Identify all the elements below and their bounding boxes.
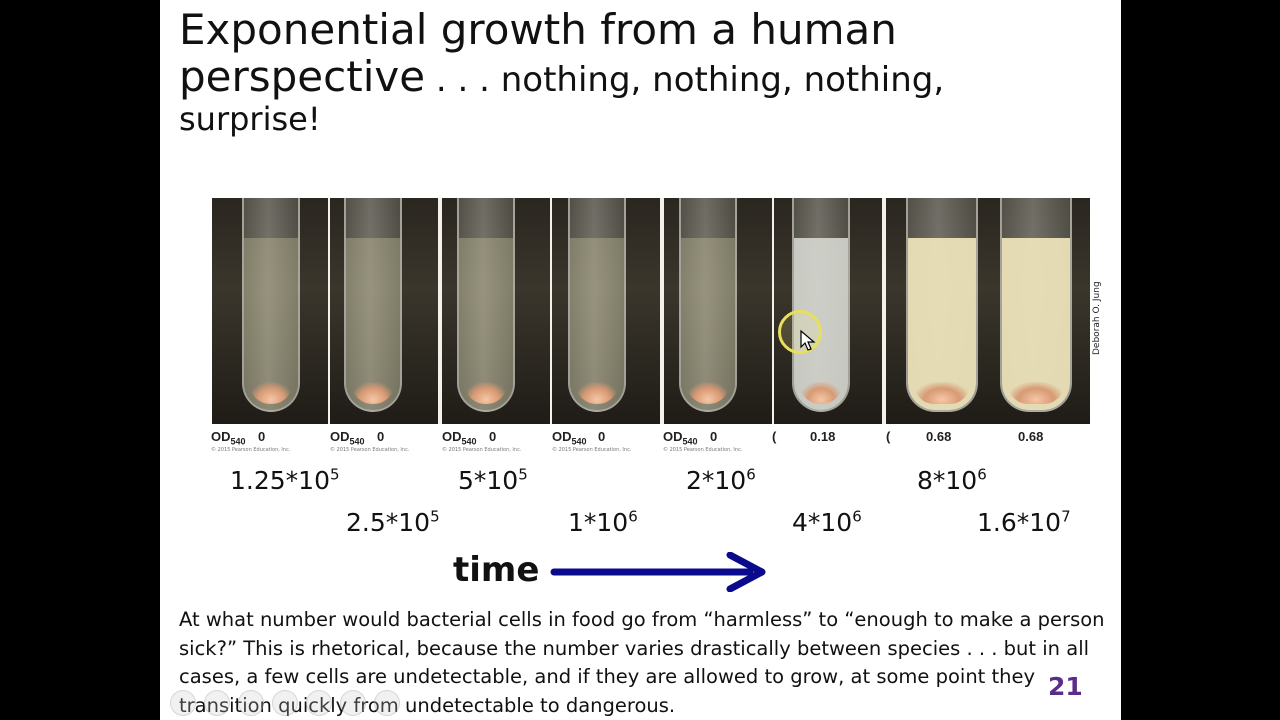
od-prefix: OD bbox=[663, 429, 683, 444]
title-line1: Exponential growth from a human bbox=[179, 5, 897, 54]
test-tube bbox=[906, 198, 978, 412]
presentation-controls[interactable] bbox=[170, 690, 400, 716]
next-slide-icon[interactable] bbox=[204, 690, 230, 716]
count-base: 1.6*10 bbox=[977, 508, 1062, 537]
cell-count: 2*106 bbox=[686, 466, 756, 495]
od-value: 0 bbox=[598, 429, 606, 444]
count-base: 1*10 bbox=[568, 508, 629, 537]
photo-credit: Deborah O. Jung bbox=[1092, 281, 1102, 355]
slide-title: Exponential growth from a human perspect… bbox=[179, 6, 1109, 138]
od-value: 0.68 bbox=[1018, 429, 1044, 444]
cell-count: 8*106 bbox=[917, 466, 987, 495]
count-base: 1.25*10 bbox=[230, 466, 330, 495]
count-exponent: 6 bbox=[977, 465, 987, 484]
od-label: OD540 bbox=[552, 429, 587, 447]
cell-count: 5*105 bbox=[458, 466, 528, 495]
zoom-icon[interactable] bbox=[306, 690, 332, 716]
od-label: ( bbox=[772, 429, 776, 447]
count-exponent: 6 bbox=[628, 507, 638, 526]
od-label: ( bbox=[886, 429, 890, 447]
od-label: OD540 bbox=[663, 429, 698, 447]
test-tubes-photo bbox=[212, 198, 1090, 424]
od-subscript: 540 bbox=[349, 436, 365, 447]
od-value: 0.18 bbox=[810, 429, 836, 444]
test-tube bbox=[457, 198, 515, 412]
cell-count: 1.6*107 bbox=[977, 508, 1071, 537]
count-base: 4*10 bbox=[792, 508, 853, 537]
cell-count: 4*106 bbox=[792, 508, 862, 537]
od-label: OD540 bbox=[330, 429, 365, 447]
test-tube bbox=[1000, 198, 1072, 412]
time-label: time bbox=[453, 550, 540, 590]
copyright-note: © 2015 Pearson Education, Inc. bbox=[442, 447, 522, 453]
count-base: 5*10 bbox=[458, 466, 519, 495]
mouse-pointer-icon bbox=[800, 330, 816, 351]
od-prefix: ( bbox=[886, 429, 891, 444]
test-tube bbox=[344, 198, 402, 412]
count-exponent: 5 bbox=[329, 465, 340, 484]
title-line2-small: . . . nothing, nothing, nothing, bbox=[425, 60, 945, 101]
count-exponent: 5 bbox=[430, 507, 440, 526]
test-tube bbox=[242, 198, 300, 412]
od-prefix: OD bbox=[211, 429, 231, 444]
test-tube bbox=[568, 198, 626, 412]
od-value: 0 bbox=[710, 429, 718, 444]
od-subscript: 540 bbox=[682, 436, 698, 447]
od-subscript: 540 bbox=[571, 436, 587, 447]
test-tube bbox=[792, 198, 850, 412]
od-label: OD540 bbox=[211, 429, 246, 447]
copyright-note: © 2015 Pearson Education, Inc. bbox=[552, 447, 632, 453]
od-prefix: OD bbox=[330, 429, 350, 444]
subtitles-icon[interactable] bbox=[340, 690, 366, 716]
od-label: OD540 bbox=[442, 429, 477, 447]
copyright-note: © 2015 Pearson Education, Inc. bbox=[211, 447, 291, 453]
cell-count: 1*106 bbox=[568, 508, 638, 537]
slides-icon[interactable] bbox=[272, 690, 298, 716]
od-prefix: OD bbox=[442, 429, 462, 444]
count-base: 8*10 bbox=[917, 466, 978, 495]
od-subscript: 540 bbox=[461, 436, 477, 447]
copyright-note: © 2015 Pearson Education, Inc. bbox=[330, 447, 410, 453]
previous-slide-icon[interactable] bbox=[170, 690, 196, 716]
cursor-highlight bbox=[778, 310, 822, 354]
cell-count: 2.5*105 bbox=[346, 508, 440, 537]
title-line2-big: perspective bbox=[179, 52, 426, 102]
od-prefix: OD bbox=[552, 429, 572, 444]
test-tube bbox=[679, 198, 737, 412]
count-base: 2.5*10 bbox=[346, 508, 431, 537]
body-text: At what number would bacterial cells in … bbox=[179, 608, 1105, 717]
count-exponent: 7 bbox=[1061, 507, 1071, 526]
cell-count: 1.25*105 bbox=[230, 466, 340, 495]
copyright-note: © 2015 Pearson Education, Inc. bbox=[663, 447, 743, 453]
od-value: 0.68 bbox=[926, 429, 952, 444]
title-line3: surprise! bbox=[179, 100, 321, 139]
page-number: 21 bbox=[1048, 672, 1083, 701]
od-prefix: ( bbox=[772, 429, 777, 444]
od-value: 0 bbox=[489, 429, 497, 444]
time-arrow-icon bbox=[550, 552, 766, 592]
count-base: 2*10 bbox=[686, 466, 747, 495]
count-exponent: 6 bbox=[852, 507, 862, 526]
slide: Exponential growth from a human perspect… bbox=[160, 0, 1121, 720]
more-options-icon[interactable] bbox=[374, 690, 400, 716]
od-value: 0 bbox=[377, 429, 385, 444]
pen-icon[interactable] bbox=[238, 690, 264, 716]
count-exponent: 5 bbox=[518, 465, 528, 484]
count-exponent: 6 bbox=[746, 465, 756, 484]
od-value: 0 bbox=[258, 429, 266, 444]
od-subscript: 540 bbox=[230, 436, 246, 447]
